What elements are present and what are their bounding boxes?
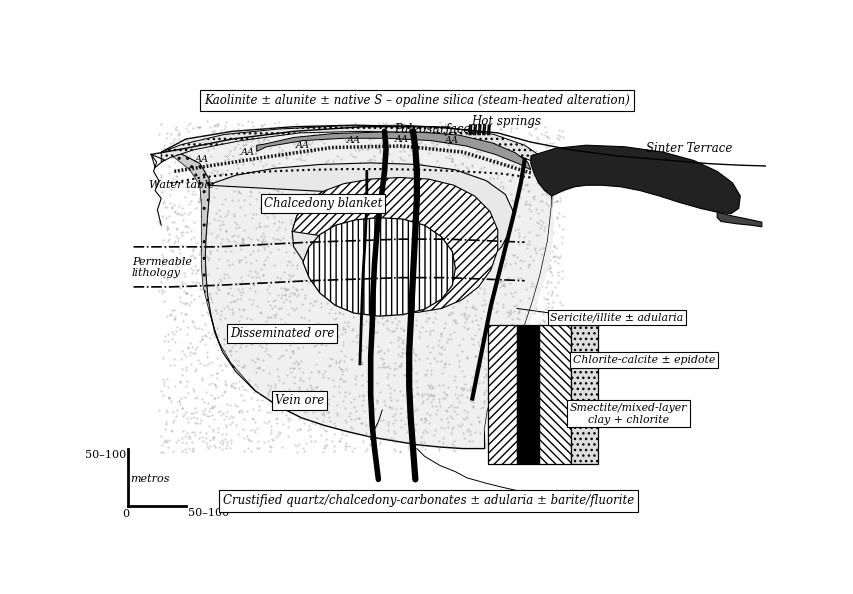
Polygon shape bbox=[717, 212, 761, 227]
Polygon shape bbox=[485, 148, 554, 448]
Text: Smectite/mixed-layer
clay + chlorite: Smectite/mixed-layer clay + chlorite bbox=[569, 403, 687, 425]
Bar bbox=[570, 326, 597, 464]
Polygon shape bbox=[161, 125, 547, 170]
Text: 50–100: 50–100 bbox=[84, 450, 125, 460]
Text: AA: AA bbox=[194, 155, 208, 165]
Text: Paleosurface: Paleosurface bbox=[393, 122, 470, 135]
Polygon shape bbox=[257, 132, 531, 170]
Text: AA: AA bbox=[241, 148, 254, 157]
Bar bbox=[538, 326, 570, 464]
Bar bbox=[516, 326, 538, 464]
Bar bbox=[487, 326, 516, 464]
Text: AA: AA bbox=[296, 141, 310, 150]
Polygon shape bbox=[303, 217, 455, 316]
Text: Permeable
lithology: Permeable lithology bbox=[132, 257, 192, 279]
Polygon shape bbox=[531, 145, 740, 214]
Text: 0: 0 bbox=[122, 510, 130, 519]
Text: metros: metros bbox=[131, 475, 170, 484]
Text: Chlorite-calcite ± epidote: Chlorite-calcite ± epidote bbox=[572, 355, 714, 365]
Text: Chalcedony blanket: Chalcedony blanket bbox=[264, 197, 381, 210]
Text: AA: AA bbox=[346, 136, 360, 145]
Polygon shape bbox=[207, 163, 513, 285]
Text: AA: AA bbox=[394, 134, 408, 144]
Text: Crustified quartz/chalcedony-carbonates ± adularia ± barite/fluorite: Crustified quartz/chalcedony-carbonates … bbox=[223, 494, 633, 507]
Text: Water table: Water table bbox=[148, 180, 214, 190]
Text: Vein ore: Vein ore bbox=[275, 394, 324, 407]
Text: 50–100: 50–100 bbox=[188, 508, 229, 518]
Text: Kaolinite ± alunite ± native S – opaline silica (steam-heated alteration): Kaolinite ± alunite ± native S – opaline… bbox=[204, 94, 629, 107]
Text: Hot springs: Hot springs bbox=[470, 115, 540, 128]
Text: Sericite/illite ± adularia: Sericite/illite ± adularia bbox=[550, 312, 683, 323]
Text: Disseminated ore: Disseminated ore bbox=[229, 327, 334, 340]
Text: AA: AA bbox=[444, 136, 458, 145]
Polygon shape bbox=[161, 152, 255, 391]
Polygon shape bbox=[292, 178, 497, 312]
Polygon shape bbox=[161, 125, 551, 448]
Text: Sinter Terrace: Sinter Terrace bbox=[646, 142, 732, 155]
